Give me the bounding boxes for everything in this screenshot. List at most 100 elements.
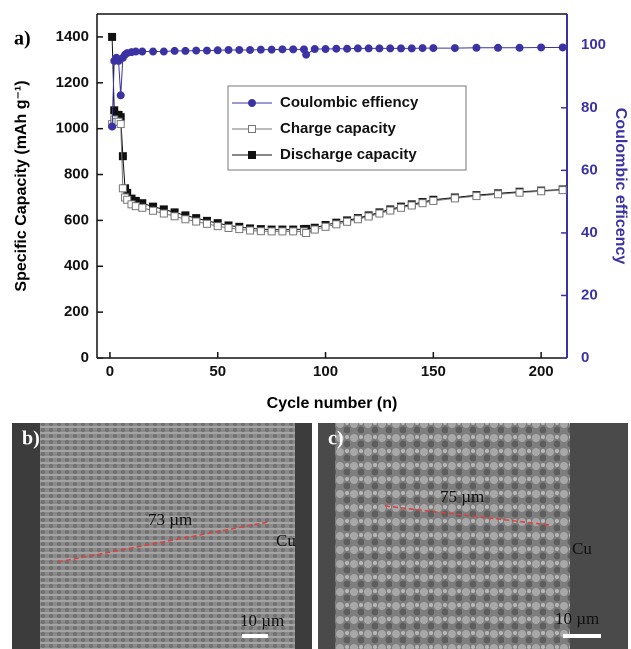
data-point (138, 47, 147, 56)
data-point (224, 45, 233, 54)
data-point (224, 223, 233, 232)
data-point (149, 206, 158, 215)
thickness-label: 75 µm (440, 487, 484, 506)
data-point (213, 222, 222, 231)
data-point (118, 152, 127, 161)
data-point (108, 122, 117, 131)
data-point (343, 44, 352, 53)
data-point (138, 203, 147, 212)
y-tick-label: 1000 (56, 120, 89, 137)
y2-tick-label: 0 (581, 349, 589, 366)
legend-label: Coulombic effiency (280, 94, 419, 111)
y-tick-label: 1200 (56, 74, 89, 91)
data-point (386, 206, 395, 215)
data-point (170, 212, 179, 221)
data-point (450, 194, 459, 203)
y-tick-label: 400 (64, 257, 89, 274)
y2-tick-label: 100 (581, 36, 606, 53)
panel-label: a) (14, 28, 31, 50)
data-point (332, 44, 341, 53)
data-point (159, 47, 168, 56)
legend-marker (248, 99, 256, 107)
x-tick-label: 100 (313, 363, 338, 380)
sem-image-c: c) 75 µm Cu 10 µm (318, 423, 628, 649)
image-label: c) (328, 428, 344, 450)
legend-label: Charge capacity (280, 120, 397, 137)
data-point (256, 45, 265, 54)
plot: 0 50 100 150 200 0 200 400 600 800 1000 1200 1400 0 20… (13, 13, 629, 412)
data-point (429, 44, 438, 53)
data-point (343, 217, 352, 226)
data-point (407, 201, 416, 210)
x-tick-label: 200 (529, 363, 554, 380)
data-point (418, 44, 427, 53)
data-point (472, 192, 481, 201)
data-point (310, 225, 319, 234)
data-point (537, 187, 546, 196)
data-point (515, 43, 524, 52)
y-tick-label: 1400 (56, 28, 89, 45)
data-point (321, 222, 330, 231)
legend-box (227, 85, 467, 171)
data-point (267, 227, 276, 236)
data-point (108, 32, 117, 41)
data-point (131, 47, 140, 56)
data-point (289, 45, 298, 54)
data-point (418, 199, 427, 208)
data-point (353, 215, 362, 224)
sem-image-b: b) 73 µm Cu 10 µm (12, 423, 312, 649)
data-point (515, 188, 524, 197)
data-point (267, 45, 276, 54)
data-point (192, 46, 201, 55)
data-point (278, 227, 287, 236)
y2-tick-label: 40 (581, 224, 598, 241)
data-point (375, 44, 384, 53)
data-point (396, 203, 405, 212)
data-point (353, 44, 362, 53)
data-point (472, 43, 481, 52)
data-point (170, 46, 179, 55)
data-point (364, 212, 373, 221)
material-label: Cu (572, 539, 592, 558)
data-point (407, 44, 416, 53)
data-point (131, 202, 140, 211)
data-point (310, 45, 319, 54)
data-point (116, 91, 125, 100)
data-point (159, 209, 168, 218)
data-point (202, 46, 211, 55)
y-tick-label: 0 (81, 349, 89, 366)
data-point (332, 220, 341, 229)
data-point (321, 45, 330, 54)
data-point (494, 190, 503, 199)
data-point (364, 44, 373, 53)
data-point (202, 219, 211, 228)
data-point (558, 43, 567, 52)
y2-axis-label: Coulombic efficency (612, 108, 629, 265)
x-tick-label: 150 (421, 363, 446, 380)
y2-tick-label: 60 (581, 161, 598, 178)
legend-label: Discharge capacity (280, 146, 417, 163)
y2-tick-label: 20 (581, 286, 598, 303)
data-point (123, 195, 132, 204)
data-point (558, 186, 567, 195)
image-label: b) (22, 428, 40, 450)
data-point (235, 45, 244, 54)
y-axis-label: Specific Capacity (mAh g⁻¹) (13, 80, 30, 291)
scale-bar-label: 10 µm (555, 609, 599, 628)
y2-tick-label: 80 (581, 99, 598, 116)
data-point (149, 47, 158, 56)
data-point (118, 184, 127, 193)
data-point (429, 196, 438, 205)
data-point (192, 217, 201, 226)
data-point (302, 50, 311, 59)
data-point (375, 209, 384, 218)
data-point (494, 43, 503, 52)
data-point (213, 46, 222, 55)
y-tick-label: 200 (64, 303, 89, 320)
x-axis-label: Cycle number (n) (267, 395, 398, 412)
x-tick-label: 50 (209, 363, 226, 380)
material-label: Cu (276, 531, 296, 550)
data-point (386, 44, 395, 53)
data-point (235, 225, 244, 234)
